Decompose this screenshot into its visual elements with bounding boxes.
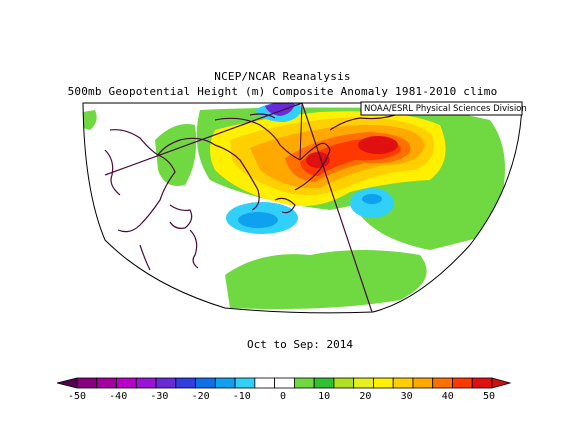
- colorbar-arrow-right: [491, 377, 512, 389]
- colorbar-swatch: [333, 377, 355, 389]
- green-anomaly-west: [83, 110, 97, 130]
- blue-anomaly-north-core: [265, 103, 295, 116]
- colorbar-swatch: [116, 377, 137, 389]
- colorbar-swatch: [373, 377, 394, 389]
- colorbar-arrow-left: [56, 377, 78, 389]
- colorbar-tick-label: 50: [482, 391, 496, 402]
- colorbar-swatch: [452, 377, 473, 389]
- colorbar-swatch: [135, 377, 157, 389]
- green-anomaly-south: [225, 250, 427, 309]
- colorbar-swatch: [313, 377, 335, 389]
- colorbar-swatch: [392, 377, 414, 389]
- meridian-line-1: [301, 103, 373, 313]
- colorbar-swatch: [96, 377, 117, 389]
- colorbar-tick-label: 10: [318, 391, 331, 402]
- colorbar-swatch: [155, 377, 177, 389]
- colorbar-swatch: [471, 377, 493, 389]
- colorbar-swatch: [214, 377, 236, 389]
- period-label: Oct to Sep: 2014: [247, 338, 353, 351]
- colorbar-tick-label: -10: [232, 391, 251, 402]
- colorbar-swatch: [195, 377, 216, 389]
- blue-anomaly-pacific-west-core: [238, 212, 278, 228]
- colorbar-swatch: [432, 377, 453, 389]
- colorbar-tick-label: 40: [441, 391, 454, 402]
- colorbar-tick-label: -40: [109, 391, 128, 402]
- title-line-2: 500mb Geopotential Height (m) Composite …: [67, 85, 498, 98]
- colorbar-tick-label: 0: [279, 391, 287, 402]
- colorbar-swatch: [76, 377, 98, 389]
- red-anomaly-core: [358, 136, 398, 154]
- colorbar-swatch: [293, 377, 315, 389]
- map-outline: [82, 102, 523, 314]
- colorbar-tick-label: 20: [359, 391, 372, 402]
- credit-box: [360, 101, 523, 116]
- colorbar-tick-label: 30: [400, 391, 413, 402]
- meridian-line-3: [299, 103, 303, 161]
- green-anomaly-asia: [155, 124, 197, 186]
- blue-anomaly-pacific-east-core: [362, 194, 382, 204]
- colorbar-tick-label: -20: [191, 391, 210, 402]
- colorbar-swatch: [175, 377, 196, 389]
- colorbar-swatch: [234, 377, 256, 389]
- title-line-1: NCEP/NCAR Reanalysis: [214, 70, 351, 83]
- colorbar-swatch: [353, 377, 374, 389]
- colorbar-swatch: [274, 377, 295, 389]
- colorbar-swatch: [254, 377, 276, 389]
- colorbar-tick-label: -30: [150, 391, 169, 402]
- colorbar-tick-label: -50: [67, 391, 87, 402]
- meridian-line-2: [104, 103, 303, 176]
- credit-label: NOAA/ESRL Physical Sciences Division: [364, 104, 527, 114]
- colorbar-swatch: [412, 377, 434, 389]
